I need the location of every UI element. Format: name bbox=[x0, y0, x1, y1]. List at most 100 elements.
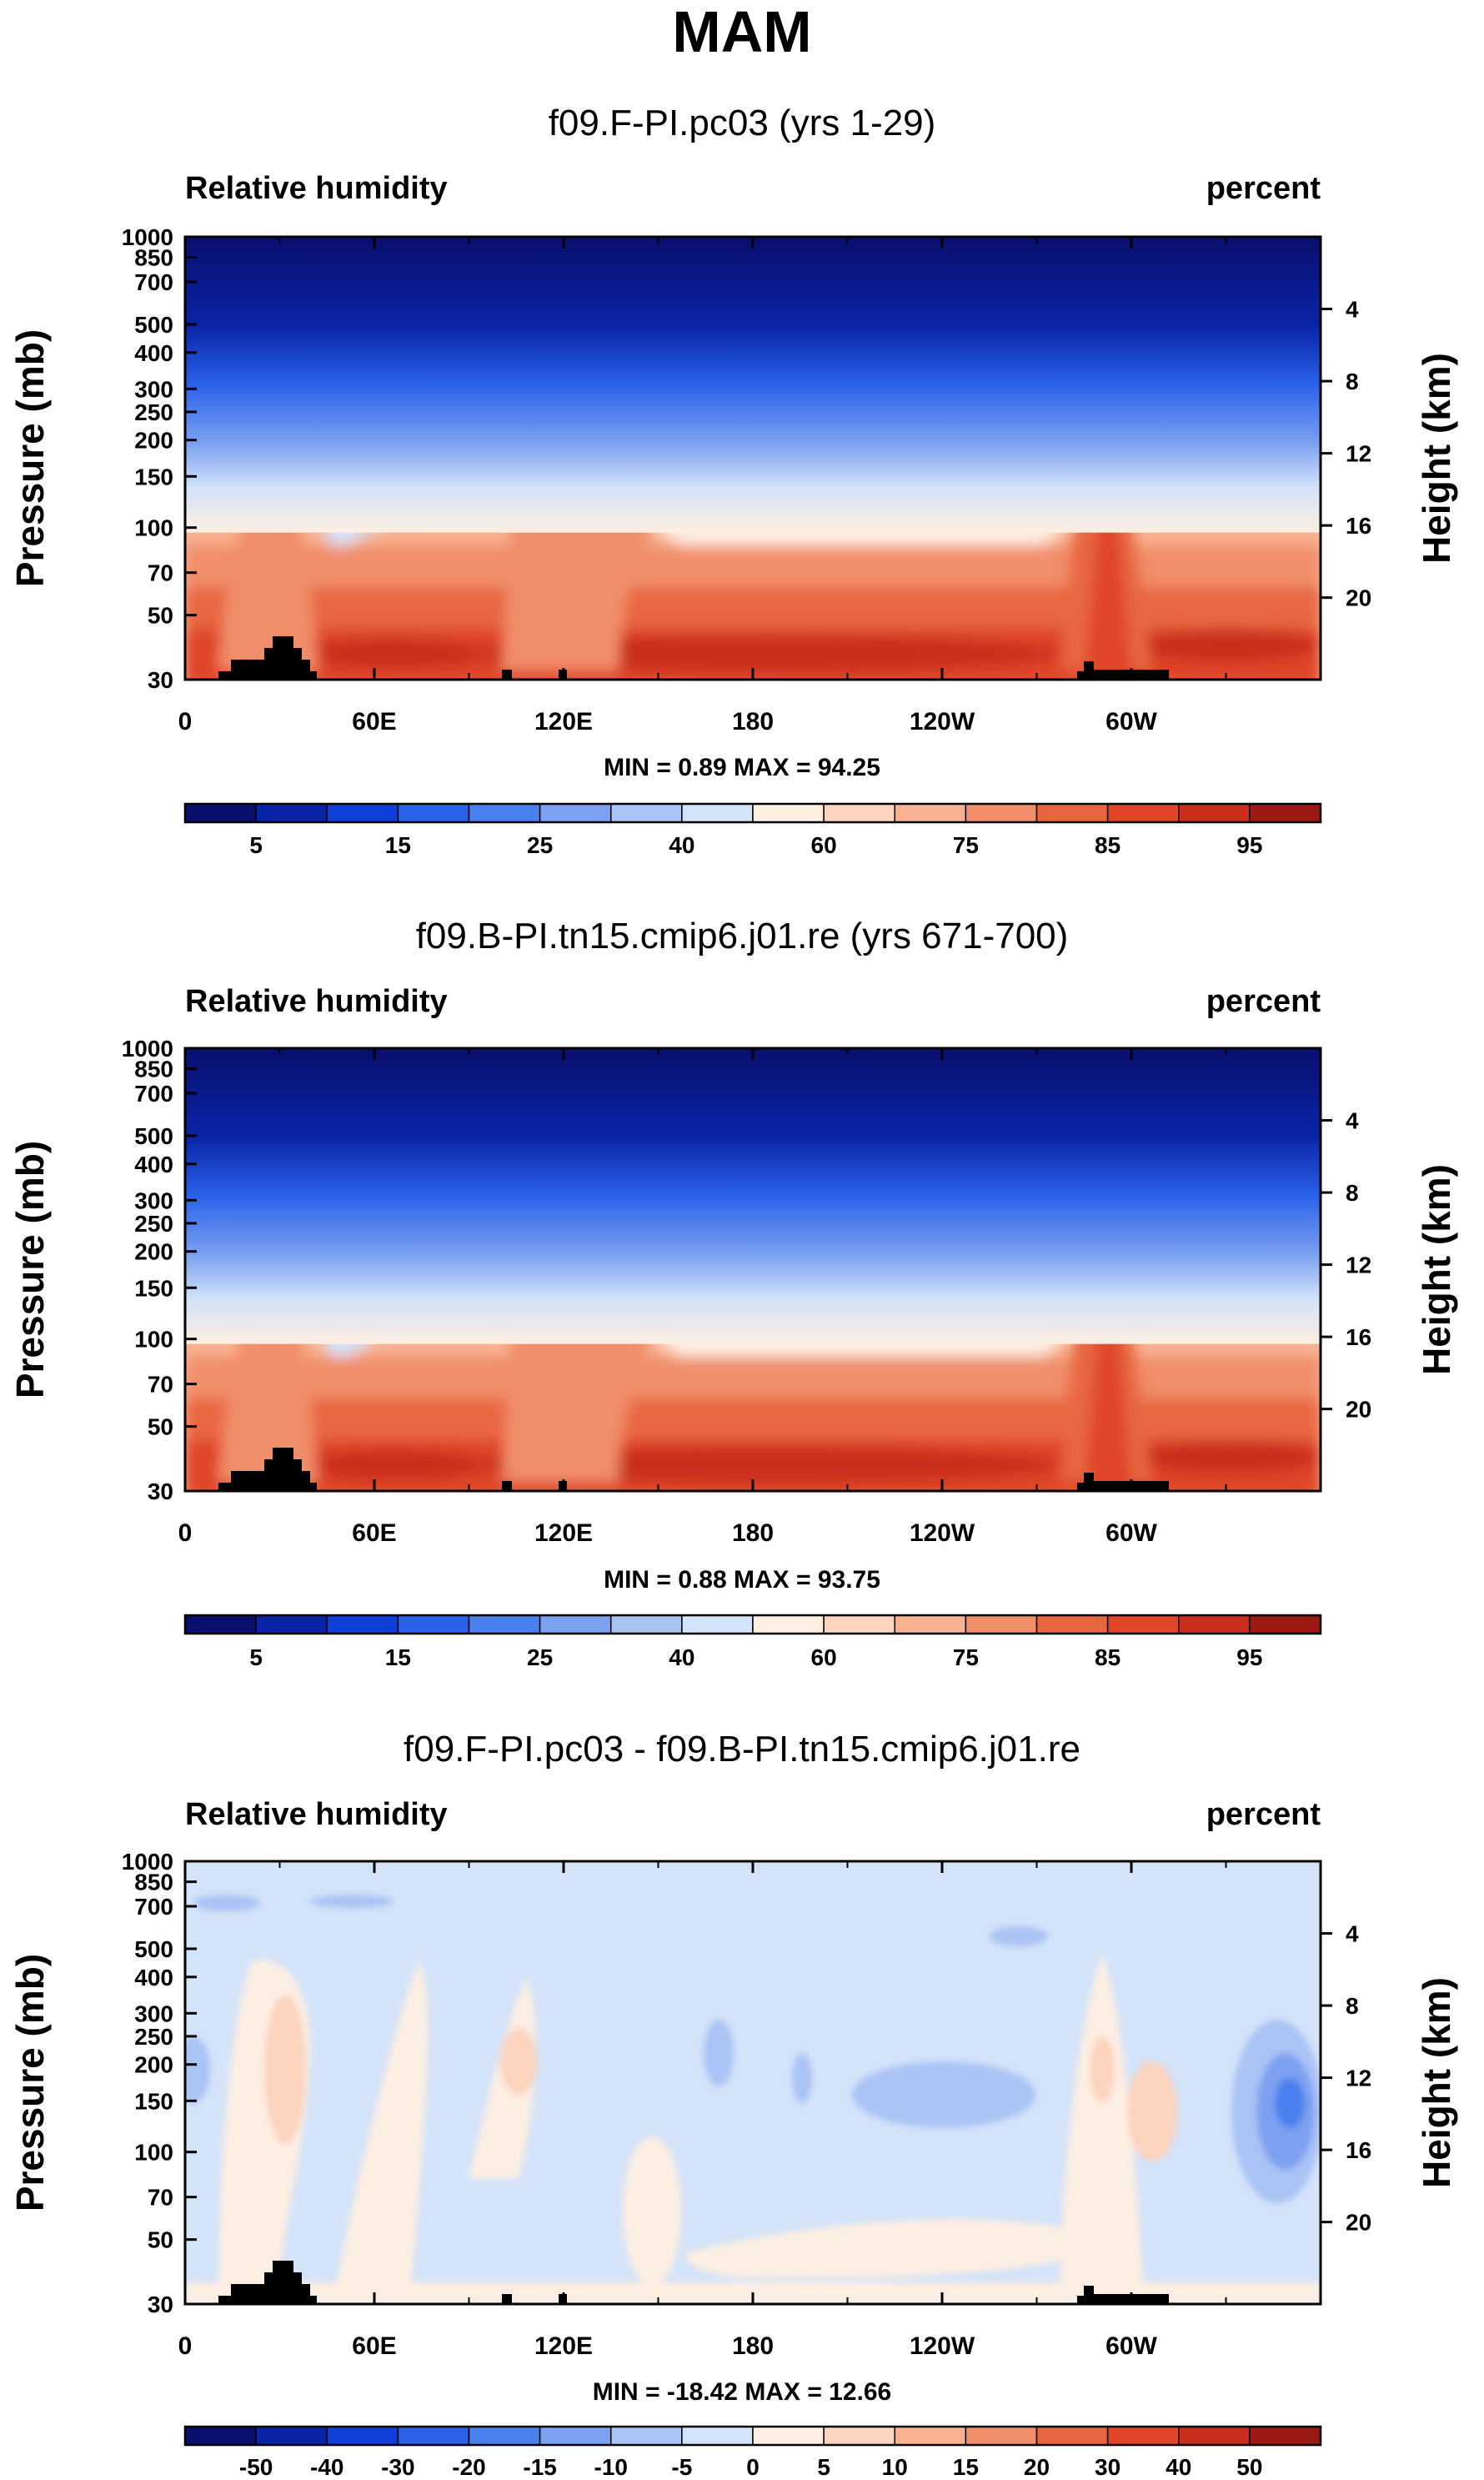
y2-tick-label: 8 bbox=[1346, 369, 1359, 394]
neg-upper-2 bbox=[310, 1895, 394, 1908]
colorbar-label: 40 bbox=[669, 1644, 694, 1670]
colorbar-box bbox=[823, 2426, 895, 2446]
colorbar-label: 85 bbox=[1095, 1644, 1121, 1670]
y-tick-label: 100 bbox=[134, 2140, 173, 2166]
colorbar-frame bbox=[183, 802, 1322, 824]
y-tick-label: 850 bbox=[134, 1870, 173, 1895]
x-tick-label: 180 bbox=[732, 2332, 774, 2360]
colorbar-label: 60 bbox=[811, 1644, 837, 1670]
neg-upper-1 bbox=[193, 1895, 260, 1911]
colorbar-box bbox=[326, 803, 399, 823]
panel-3-units-label: percent bbox=[1206, 1797, 1321, 1832]
colorbar-label: 60 bbox=[811, 832, 837, 858]
colorbar-label: 15 bbox=[385, 1644, 411, 1670]
y2-axis-label: Height (km) bbox=[1415, 1164, 1458, 1375]
colorbar-box bbox=[894, 803, 967, 823]
x-tick-label: 180 bbox=[732, 708, 774, 735]
pos-sa-core-2 bbox=[1127, 2061, 1177, 2161]
colorbar-label: 0 bbox=[746, 2454, 760, 2480]
x-tick-label: 60E bbox=[352, 1519, 396, 1547]
colorbar-label: 30 bbox=[1095, 2454, 1121, 2480]
y2-tick-label: 20 bbox=[1346, 1397, 1371, 1423]
y2-tick-label: 12 bbox=[1346, 441, 1371, 467]
colorbar-1 bbox=[183, 802, 1322, 824]
panel-3-variable-label: Relative humidity bbox=[185, 1797, 448, 1832]
panel-1-field bbox=[185, 237, 1321, 680]
colorbar-label: 95 bbox=[1236, 1644, 1262, 1670]
pbl-moist-pacific bbox=[477, 635, 1060, 672]
y-tick-label: 1000 bbox=[122, 1036, 173, 1062]
colorbar-box bbox=[468, 2426, 541, 2446]
x-tick-label: 120W bbox=[910, 708, 975, 735]
y-tick-label: 100 bbox=[134, 1327, 173, 1353]
colorbar-label: 5 bbox=[249, 1644, 263, 1670]
y-tick-label: 500 bbox=[134, 312, 173, 338]
stratosphere-band bbox=[185, 237, 1321, 533]
colorbar-label: 5 bbox=[817, 2454, 830, 2480]
neg-atlantic-3 bbox=[1275, 2078, 1305, 2128]
x-tick-label: 120W bbox=[910, 2332, 975, 2360]
panel-3-field bbox=[185, 1861, 1321, 2304]
y-tick-label: 200 bbox=[134, 2052, 173, 2078]
pos-mc bbox=[469, 1978, 536, 2178]
colorbar-box bbox=[255, 803, 328, 823]
pos-mc-core bbox=[500, 2028, 537, 2095]
colorbar-box bbox=[681, 803, 754, 823]
colorbar-box bbox=[1178, 803, 1251, 823]
neg-pac-small bbox=[704, 2020, 734, 2086]
neg-upper-3 bbox=[990, 1926, 1048, 1946]
x-tick-label: 0 bbox=[178, 2332, 193, 2360]
sa-column-2 bbox=[1085, 454, 1131, 670]
colorbar-label: 25 bbox=[527, 832, 553, 858]
topography-andes bbox=[1077, 1473, 1169, 1491]
colorbar-label: 75 bbox=[953, 1644, 979, 1670]
colorbar-box bbox=[1035, 2426, 1109, 2446]
y2-tick-label: 4 bbox=[1346, 297, 1359, 323]
pos-indian bbox=[335, 1961, 428, 2295]
colorbar-label: 25 bbox=[527, 1644, 553, 1670]
figure-title: MAM bbox=[672, 0, 812, 64]
y2-tick-label: 12 bbox=[1346, 2066, 1371, 2091]
colorbar-frame bbox=[183, 2425, 1322, 2447]
y-tick-label: 700 bbox=[134, 1894, 173, 1920]
colorbar-box bbox=[1249, 1614, 1321, 1634]
x-tick-label: 60W bbox=[1105, 708, 1157, 735]
y-tick-label: 250 bbox=[134, 399, 173, 425]
colorbar-box bbox=[1035, 1614, 1109, 1634]
colorbar-label: 85 bbox=[1095, 832, 1121, 858]
y-tick-label: 1000 bbox=[122, 224, 173, 250]
colorbar-box bbox=[397, 2426, 470, 2446]
x-tick-label: 60E bbox=[352, 708, 396, 735]
pbl-moist-indian bbox=[302, 639, 485, 669]
colorbar-3 bbox=[183, 2425, 1322, 2447]
panel-3-title: f09.F-PI.pc03 - f09.B-PI.tn15.cmip6.j01.… bbox=[404, 1729, 1080, 1770]
colorbar-box bbox=[326, 1614, 399, 1634]
colorbar-box bbox=[539, 2426, 612, 2446]
y-tick-label: 50 bbox=[148, 603, 173, 629]
y2-tick-label: 12 bbox=[1346, 1253, 1371, 1278]
colorbar-labels-2: 5 15 25 40 60 75 85 95 bbox=[249, 1644, 1262, 1670]
y2-axis-label: Height (km) bbox=[1415, 353, 1458, 564]
y-tick-label: 300 bbox=[134, 2001, 173, 2026]
colorbar-box bbox=[752, 1614, 825, 1634]
y2-tick-label: 16 bbox=[1346, 2137, 1371, 2163]
y-tick-label: 30 bbox=[148, 667, 173, 693]
colorbar-box bbox=[184, 1614, 257, 1634]
colorbar-labels-1: 5 15 25 40 60 75 85 95 bbox=[249, 832, 1262, 858]
colorbar-label: 75 bbox=[953, 832, 979, 858]
colorbar-label: -20 bbox=[452, 2454, 485, 2480]
y-tick-label: 200 bbox=[134, 428, 173, 454]
field-smooth bbox=[185, 1895, 1321, 2304]
x-tick-label: 120E bbox=[534, 2332, 593, 2360]
topography-maritime bbox=[502, 1481, 512, 1491]
colorbar-box bbox=[894, 1614, 967, 1634]
neg-pacific bbox=[852, 2061, 1035, 2128]
colorbar-label: 40 bbox=[669, 832, 694, 858]
x-tick-label: 60W bbox=[1105, 2332, 1157, 2360]
colorbar-box bbox=[255, 1614, 328, 1634]
colorbar-box bbox=[1178, 1614, 1251, 1634]
colorbar-2 bbox=[183, 1614, 1322, 1635]
panel-2-units-label: percent bbox=[1206, 984, 1321, 1019]
colorbar-box bbox=[681, 1614, 754, 1634]
